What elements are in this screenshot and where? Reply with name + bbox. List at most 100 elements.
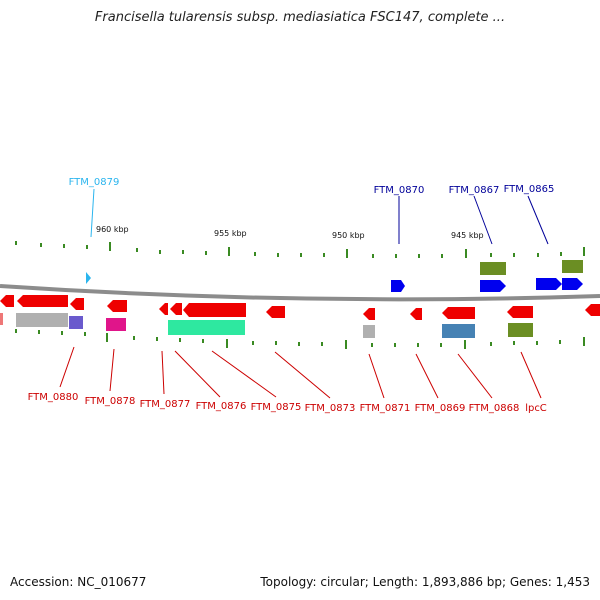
other-features[interactable] [0,313,533,338]
feature-slateblue[interactable] [69,316,83,329]
tick [395,254,397,258]
leader-FTM_0876 [174,350,221,398]
leader-FTM_0868 [457,353,493,399]
tick [394,343,396,347]
label-FTM_0869[interactable]: FTM_0869 [415,403,466,414]
scale-label-960: 960 kbp [96,225,129,234]
feature-left-pink[interactable] [0,313,3,325]
tick [465,249,467,258]
gene-FTM_0870[interactable] [391,280,405,292]
gene-FTM_0879[interactable] [86,272,91,284]
feature-olive-top-2[interactable] [562,260,583,273]
leader-FTM_0880 [59,346,75,388]
label-FTM_0875[interactable]: FTM_0875 [251,402,302,413]
tick [61,331,63,335]
leader-FTM_0865 [527,195,549,245]
feature-gray-1[interactable] [16,313,68,327]
feature-gray-2[interactable] [363,325,375,338]
gene-FTM_0877[interactable] [159,303,168,315]
tick [372,254,374,258]
tick [15,241,17,245]
label-FTM_0870[interactable]: FTM_0870 [374,185,425,196]
tick [228,247,230,256]
label-FTM_0878[interactable]: FTM_0878 [85,396,136,407]
tick [536,341,538,345]
tick [537,253,539,257]
tick [63,244,65,248]
gene-left-edge[interactable] [0,295,14,307]
gene-FTM_0873[interactable] [363,308,375,320]
tick [441,254,443,258]
tick [202,339,204,343]
gene-FTM_0865[interactable] [562,278,583,290]
tick [182,250,184,254]
label-FTM_0877[interactable]: FTM_0877 [140,399,191,410]
genome-summary-text: Topology: circular; Length: 1,893,886 bp… [260,575,590,589]
tick [513,253,515,257]
tick [440,343,442,347]
tick [38,330,40,334]
map-title: Francisella tularensis subsp. mediasiati… [94,10,506,25]
label-lpcC[interactable]: lpcC [525,403,547,414]
label-FTM_0879[interactable]: FTM_0879 [69,177,120,188]
label-FTM_0876[interactable]: FTM_0876 [196,401,247,412]
tick [84,332,86,336]
leader-FTM_0869 [415,353,439,399]
label-FTM_0868[interactable]: FTM_0868 [469,403,520,414]
gene-FTM_0875[interactable] [266,306,285,318]
tick [345,340,347,349]
tick [133,336,135,340]
feature-magenta[interactable] [106,318,126,331]
tick [490,342,492,346]
leader-FTM_0871 [368,353,385,399]
tick [275,341,277,345]
feature-olive-bottom[interactable] [508,323,533,337]
tick [300,253,302,257]
gene-FTM_0877b[interactable] [170,303,182,315]
tick [513,341,515,345]
tick [254,252,256,256]
top-ticks [15,241,585,258]
tick [321,342,323,346]
tick [417,343,419,347]
label-FTM_0880[interactable]: FTM_0880 [28,392,79,403]
reverse-genes[interactable] [0,295,600,320]
feature-steelblue[interactable] [442,324,475,338]
gene-lpcC[interactable] [585,304,600,316]
tick [464,340,466,349]
bottom-ticks [15,329,585,349]
gene-FTM_0880[interactable] [17,295,68,307]
gene-FTM_0868[interactable] [507,306,533,318]
tick [418,254,420,258]
label-FTM_0865[interactable]: FTM_0865 [504,184,555,195]
gene-FTM_0866[interactable] [536,278,562,290]
gene-FTM_0878[interactable] [107,300,127,312]
tick [86,245,88,249]
gene-FTM_0869[interactable] [442,307,475,319]
accession-text: Accession: NC_010677 [10,575,147,589]
tick [583,247,585,256]
forward-genes[interactable] [86,260,583,292]
leader-FTM_0875 [211,350,277,398]
label-FTM_0871[interactable]: FTM_0871 [360,403,411,414]
top-leader-lines [90,188,549,245]
tick [226,339,228,348]
label-FTM_0867[interactable]: FTM_0867 [449,185,500,196]
tick [106,333,108,342]
leader-FTM_0878 [109,348,115,392]
scale-label-950: 950 kbp [332,231,365,240]
tick [346,249,348,258]
feature-springgreen[interactable] [168,320,245,335]
tick [15,329,17,333]
gene-FTM_0871[interactable] [410,308,422,320]
tick [109,242,111,251]
label-FTM_0873[interactable]: FTM_0873 [305,403,356,414]
leader-FTM_0873 [274,351,331,399]
gene-FTM_0880b[interactable] [70,298,84,310]
feature-olive-top[interactable] [480,262,506,275]
gene-FTM_0867[interactable] [480,280,506,292]
tick [159,250,161,254]
leader-FTM_0867 [473,195,493,245]
gene-FTM_0876[interactable] [183,303,246,317]
